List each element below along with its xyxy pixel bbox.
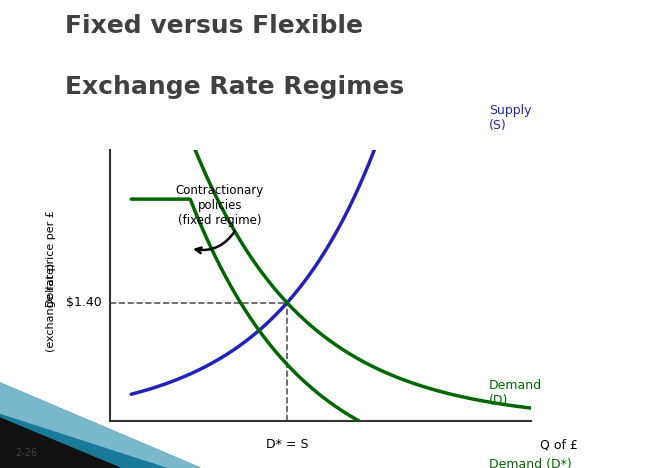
Polygon shape	[0, 418, 120, 468]
Text: 2-26: 2-26	[15, 448, 37, 458]
Polygon shape	[0, 383, 200, 468]
Text: Dollar price per £: Dollar price per £	[46, 210, 56, 307]
Text: Supply
(S): Supply (S)	[489, 104, 532, 132]
Polygon shape	[0, 383, 200, 468]
Text: (exchange rate): (exchange rate)	[46, 263, 56, 352]
Text: $1.40: $1.40	[66, 296, 102, 309]
Text: D* = S: D* = S	[266, 439, 308, 452]
Text: Exchange Rate Regimes: Exchange Rate Regimes	[65, 75, 404, 99]
Text: Contractionary
policies
(fixed regime): Contractionary policies (fixed regime)	[176, 184, 264, 227]
Text: Fixed versus Flexible: Fixed versus Flexible	[65, 14, 363, 38]
Text: Demand
(D): Demand (D)	[489, 379, 542, 407]
Text: Demand (D*): Demand (D*)	[489, 458, 572, 468]
Text: Q of £: Q of £	[540, 439, 577, 452]
